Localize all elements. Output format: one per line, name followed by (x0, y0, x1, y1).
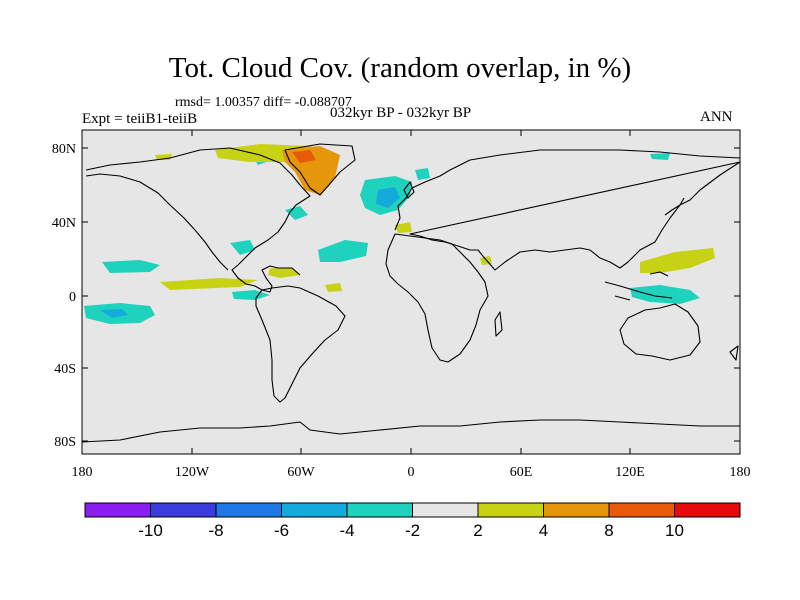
patch-sw-atlantic (230, 240, 255, 255)
period-label: 032kyr BP - 032kyr BP (330, 105, 472, 121)
colorbar-box (477, 502, 544, 518)
lon-label: 180 (730, 465, 751, 480)
patch-tropical-pacific-core (100, 309, 128, 318)
patch-north-atlantic-core (376, 187, 400, 208)
lat-label: 0 (69, 290, 76, 305)
patch-pacific-west (102, 260, 160, 273)
colorbar-level-label: -4 (339, 521, 354, 540)
patch-tropical-atlantic-yellow (160, 278, 258, 290)
colorbar-box (674, 502, 741, 518)
patch-west-europe (415, 168, 430, 180)
coast-north-america (85, 147, 311, 293)
anomaly-patches (84, 144, 715, 324)
patch-arctic-east (650, 153, 670, 160)
lon-label: 60W (287, 465, 315, 480)
lon-label: 60E (510, 465, 533, 480)
colorbar-box (346, 502, 413, 518)
colorbar-box (543, 502, 610, 518)
experiment-label: Expt = teiiB1-teiiB (82, 111, 198, 127)
stats-label: rmsd= 1.00357 diff= -0.088707 (175, 95, 352, 110)
coast-africa (385, 233, 489, 363)
patch-caribbean (268, 268, 300, 278)
patch-iberia (395, 222, 412, 233)
coast-south-america (255, 285, 346, 403)
colorbar-level-label: -8 (208, 521, 223, 540)
colorbar-level-label: 2 (473, 521, 482, 540)
lon-labels: 180 120W 60W 0 60E 120E 180 (72, 465, 751, 480)
colorbar-box (412, 502, 479, 518)
patch-east-pacific-yellow (325, 283, 342, 292)
map-title: Tot. Cloud Cov. (random overlap, in %) (168, 52, 632, 84)
colorbar-box (608, 502, 675, 518)
lon-label: 120E (615, 465, 645, 480)
coast-uk (403, 181, 415, 199)
colorbar-labels: -10 -8 -6 -4 -2 2 4 8 10 (138, 521, 684, 540)
coast-indonesia (604, 271, 673, 301)
colorbar-level-label: 8 (604, 521, 613, 540)
lat-label: 80N (52, 142, 76, 157)
coast-japan (664, 197, 685, 216)
colorbar-level-label: -10 (138, 521, 163, 540)
coast-greenland (284, 143, 356, 196)
patch-west-pacific-yellow (640, 248, 715, 273)
coast-eurasia (394, 149, 741, 271)
lon-label: 0 (408, 465, 415, 480)
tick-marks (81, 130, 741, 454)
lon-label: 180 (72, 465, 93, 480)
lat-labels: 80N 40N 0 40S 80S (52, 142, 76, 450)
lat-label: 40S (54, 362, 76, 377)
colorbar (84, 502, 741, 518)
colorbar-box (215, 502, 282, 518)
colorbar-box (84, 502, 151, 518)
coast-australia (619, 303, 701, 361)
lon-label: 120W (175, 465, 210, 480)
coastlines (81, 143, 741, 443)
colorbar-box (281, 502, 348, 518)
patch-central-atlantic (318, 240, 368, 262)
colorbar-level-label: -2 (405, 521, 420, 540)
coast-antarctica (81, 419, 740, 443)
colorbar-level-label: -6 (274, 521, 289, 540)
patch-warm-pool (630, 285, 700, 304)
lat-label: 40N (52, 216, 76, 231)
lat-label: 80S (54, 435, 76, 450)
coast-new-zealand (729, 345, 739, 361)
coast-madagascar (494, 311, 503, 337)
colorbar-level-label: 4 (539, 521, 548, 540)
patch-greenland-orange (282, 146, 340, 195)
patch-labrador (285, 206, 308, 220)
colorbar-level-label: 10 (665, 521, 684, 540)
season-label: ANN (700, 109, 733, 125)
colorbar-box (150, 502, 217, 518)
patch-greenland-deep (292, 150, 316, 163)
